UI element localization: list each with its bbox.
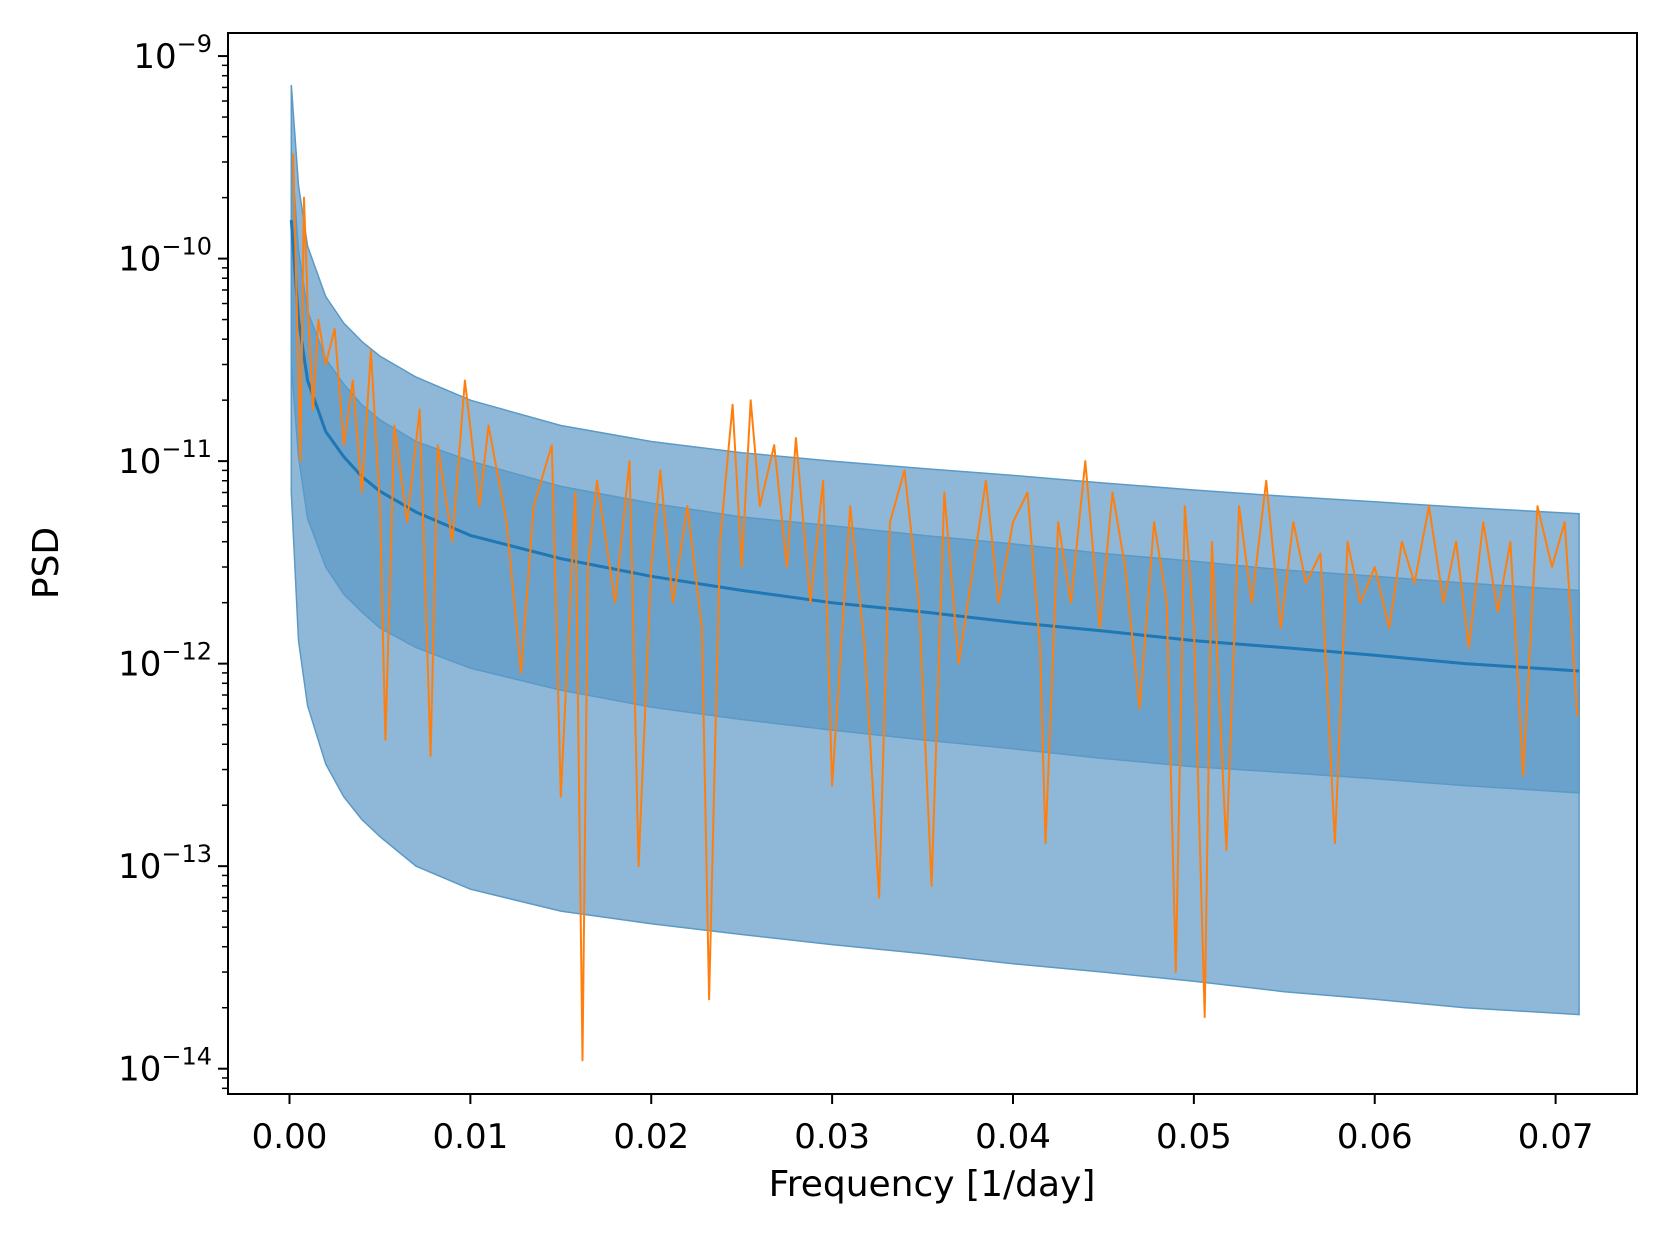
y-tick-label: 10−12 bbox=[118, 638, 212, 685]
x-tick-label: 0.01 bbox=[433, 1117, 509, 1157]
observed-psd-line bbox=[292, 153, 1579, 1062]
y-axis-label: PSD bbox=[26, 527, 67, 599]
x-tick-label: 0.04 bbox=[975, 1117, 1051, 1157]
y-tick-label: 10−10 bbox=[118, 233, 212, 280]
y-axis-ticks: 10−9 10−10 10−11 10−12 10−13 10−14 bbox=[118, 30, 228, 1090]
x-tick-label: 0.06 bbox=[1337, 1117, 1413, 1157]
x-axis-label: Frequency [1/day] bbox=[769, 1164, 1096, 1205]
plot-area bbox=[289, 84, 1580, 1062]
x-tick-label: 0.05 bbox=[1156, 1117, 1232, 1157]
x-axis-ticks: 0.00 0.01 0.02 0.03 0.04 0.05 0.06 0.07 bbox=[252, 1094, 1594, 1157]
x-tick-label: 0.02 bbox=[613, 1117, 689, 1157]
y-tick-label: 10−13 bbox=[118, 840, 212, 887]
y-tick-label: 10−11 bbox=[118, 435, 212, 482]
y-tick-label: 10−14 bbox=[118, 1043, 212, 1090]
y-tick-label: 10−9 bbox=[133, 30, 212, 77]
plot-frame bbox=[227, 32, 1638, 1095]
x-tick-label: 0.00 bbox=[252, 1117, 328, 1157]
x-tick-label: 0.07 bbox=[1518, 1117, 1594, 1157]
x-tick-label: 0.03 bbox=[794, 1117, 870, 1157]
